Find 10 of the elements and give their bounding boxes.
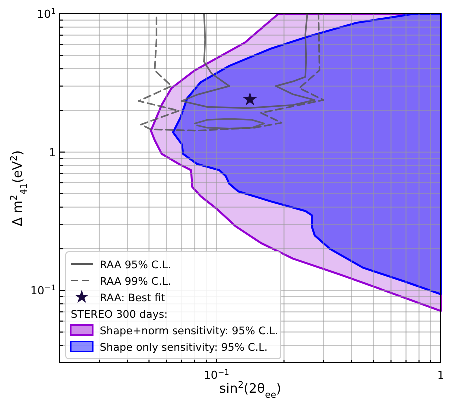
legend-label: Shape+norm sensitivity: 95% C.L. — [100, 325, 279, 338]
x-axis-title: sin$^{2}$(2θ$_{ee}$) — [220, 381, 282, 401]
legend-label: RAA 99% C.L. — [100, 276, 172, 288]
legend-label: RAA 95% C.L. — [100, 259, 172, 272]
legend-label: Shape only sensitivity: 95% C.L. — [100, 342, 268, 354]
legend-title: STEREO 300 days: — [71, 308, 168, 321]
y-tick-label: 10$^{−1}$ — [30, 283, 56, 298]
y-tick-label: 1 — [49, 146, 56, 160]
y-tick-label: 10$^{1}$ — [37, 6, 56, 21]
legend-label: RAA: Best fit — [100, 292, 166, 304]
